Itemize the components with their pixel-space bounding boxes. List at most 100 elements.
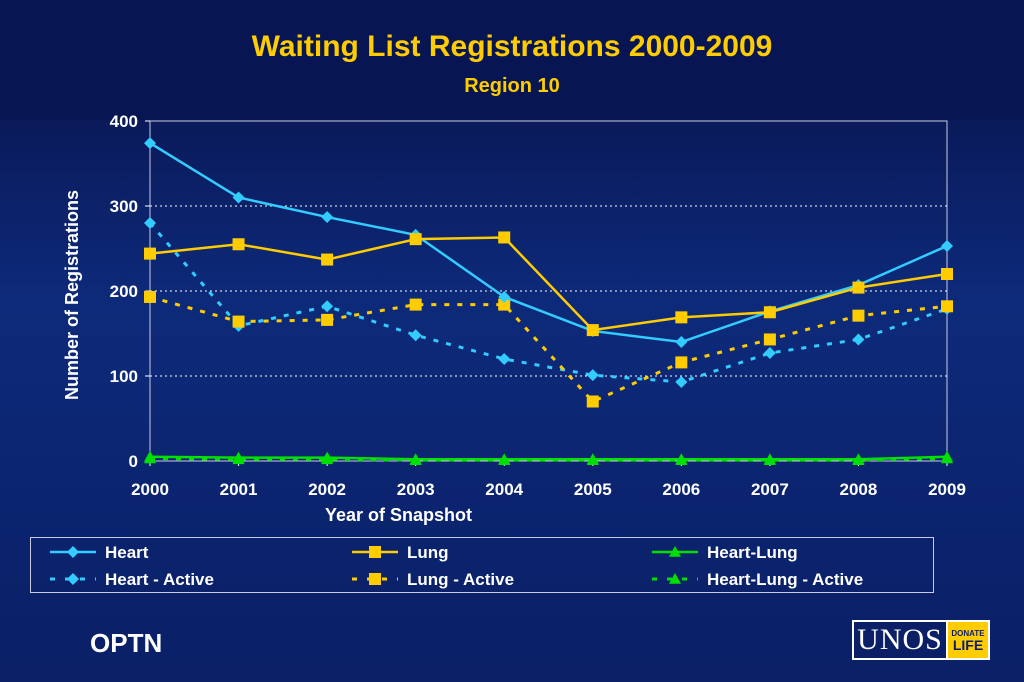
series-line-heart-active (148, 222, 948, 384)
y-tick-label: 0 (129, 452, 138, 471)
data-point-lung-active (144, 290, 156, 303)
chart-legend (30, 537, 934, 593)
data-point-heart-lung (232, 451, 245, 463)
x-tick-label: 2007 (751, 480, 789, 499)
x-tick-label: 2003 (397, 480, 435, 499)
title-band (0, 0, 1024, 120)
life-text: LIFE (952, 636, 984, 653)
data-point-heart (941, 239, 953, 252)
series-line-heart (149, 142, 948, 344)
legend-swatch-marker (669, 546, 681, 557)
data-point-lung-active (232, 315, 245, 328)
data-point-lung-active (852, 309, 865, 322)
data-point-heart-active (498, 353, 511, 365)
data-point-lung (675, 311, 688, 324)
data-point-lung-active (409, 298, 422, 311)
data-point-lung-active (498, 298, 511, 311)
legend-item-heart-lung: Heart-Lung (652, 543, 798, 562)
unos-logo: UNOS DONATE LIFE (852, 620, 990, 660)
data-point-heart-lung (144, 450, 156, 462)
x-tick-label: 2006 (662, 480, 700, 499)
x-tick-label: 2004 (485, 480, 523, 499)
data-point-heart-lung (852, 453, 865, 465)
data-point-heart (321, 211, 334, 224)
series-lung (144, 231, 953, 337)
y-axis-label: Number of Registrations (62, 190, 82, 400)
x-tick-label: 2008 (840, 480, 878, 499)
legend-label: Heart-Lung - Active (707, 570, 863, 589)
data-point-heart (144, 137, 156, 150)
legend-swatch-marker (369, 546, 381, 558)
data-point-lung (144, 247, 156, 260)
series-line-lung (149, 236, 948, 332)
legend-swatch-marker (669, 573, 681, 584)
data-point-heart (232, 191, 245, 204)
data-point-heart-active (321, 300, 334, 313)
data-point-heart-lung (409, 453, 422, 465)
data-point-heart-lung (763, 453, 776, 465)
series-heart-active (144, 217, 953, 388)
data-point-lung (232, 238, 245, 251)
legend-swatch-marker (67, 546, 79, 558)
legend-swatch-marker (369, 573, 381, 585)
data-point-heart (498, 290, 511, 303)
data-point-lung (321, 253, 334, 266)
y-tick-label: 400 (110, 112, 138, 131)
optn-label: OPTN (90, 628, 163, 658)
data-point-heart-lung (498, 453, 511, 465)
legend-item-heart-lung-active: Heart-Lung - Active (652, 570, 863, 589)
x-tick-label: 2002 (308, 480, 346, 499)
series-heart (144, 137, 953, 348)
data-point-heart-active (763, 347, 776, 360)
data-point-heart-active (586, 369, 599, 382)
data-point-heart-lung (586, 453, 599, 465)
x-tick-label: 2009 (928, 480, 966, 499)
data-point-heart-active (409, 329, 422, 342)
data-point-lung-active (675, 356, 688, 369)
x-axis-label: Year of Snapshot (325, 505, 472, 525)
data-point-heart-lung (941, 450, 953, 462)
data-point-heart-active (144, 217, 156, 229)
legend-label: Heart - Active (105, 570, 214, 589)
legend-item-heart: Heart (50, 543, 149, 562)
y-tick-label: 200 (110, 282, 138, 301)
legend-item-lung-active: Lung - Active (352, 570, 514, 589)
legend-item-lung: Lung (352, 543, 449, 562)
series-lung-active (144, 290, 953, 408)
y-tick-label: 100 (110, 367, 138, 386)
data-point-lung (498, 231, 511, 244)
series-heart-lung (144, 450, 953, 465)
data-point-lung-active (941, 300, 953, 313)
x-tick-label: 2000 (131, 480, 169, 499)
data-point-lung (852, 281, 865, 294)
data-point-heart (675, 336, 688, 348)
legend-label: Heart (105, 543, 149, 562)
data-point-lung (941, 268, 953, 280)
donate-text: DONATE (951, 628, 985, 638)
legend-label: Lung - Active (407, 570, 514, 589)
plot-area (149, 120, 948, 462)
data-point-heart-active (675, 375, 688, 388)
data-point-lung-active (586, 395, 599, 408)
x-tick-label: 2001 (220, 480, 258, 499)
data-point-lung-active (763, 333, 776, 346)
page-subtitle: Region 10 (464, 75, 560, 97)
legend-item-heart-active: Heart - Active (50, 570, 214, 589)
unos-logo-text: UNOS (857, 623, 943, 656)
y-tick-label: 300 (110, 197, 138, 216)
data-point-lung-active (321, 313, 334, 326)
x-tick-label: 2005 (574, 480, 612, 499)
legend-label: Heart-Lung (707, 543, 798, 562)
donate-life-badge: DONATE LIFE (946, 622, 988, 658)
data-point-heart-lung (321, 451, 334, 463)
data-point-heart-active (852, 333, 865, 346)
page-title: Waiting List Registrations 2000-2009 (251, 30, 773, 63)
data-point-heart-lung (675, 453, 688, 465)
legend-label: Lung (407, 543, 449, 562)
legend-swatch-marker (67, 573, 79, 585)
series-line-heart-lung (149, 455, 948, 461)
data-point-lung (763, 306, 776, 319)
data-point-lung (409, 233, 422, 246)
data-point-lung (586, 324, 599, 337)
